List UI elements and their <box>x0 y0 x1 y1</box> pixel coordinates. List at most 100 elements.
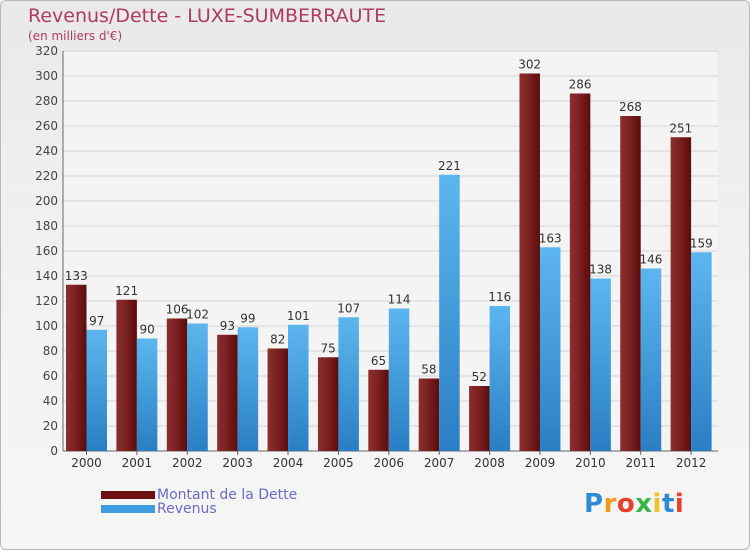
legend-swatch-dette <box>101 491 155 499</box>
bar-revenus <box>86 329 107 451</box>
bar-dette <box>519 73 540 451</box>
bar-dette <box>469 386 490 451</box>
data-label: 99 <box>240 311 255 325</box>
bar-revenus <box>640 268 662 451</box>
bar-dette <box>317 357 339 451</box>
data-label: 114 <box>388 293 411 307</box>
y-tick-label: 320 <box>35 44 58 58</box>
y-tick-label: 0 <box>50 444 58 458</box>
data-label: 302 <box>518 58 541 72</box>
y-tick-label: 260 <box>35 119 58 133</box>
logo-letter: t <box>661 489 675 519</box>
bar-dette <box>166 318 188 451</box>
bar-revenus <box>439 174 460 451</box>
x-tick-label: 2010 <box>575 456 606 470</box>
y-tick-label: 120 <box>35 294 58 308</box>
logo-letter: P <box>584 489 604 519</box>
x-tick-label: 2011 <box>625 456 656 470</box>
chart-title: Revenus/Dette - LUXE-SUMBERRAUTE <box>28 5 387 27</box>
bar-revenus <box>539 247 561 451</box>
data-label: 146 <box>640 253 663 267</box>
legend-swatch-revenus <box>101 505 155 513</box>
y-tick-label: 200 <box>35 194 58 208</box>
y-tick-label: 180 <box>35 219 58 233</box>
data-label: 286 <box>569 78 592 92</box>
x-tick-label: 2006 <box>374 456 405 470</box>
data-label: 75 <box>321 341 336 355</box>
bar-dette <box>267 348 289 451</box>
data-label: 163 <box>539 231 562 245</box>
x-tick-label: 2003 <box>222 456 253 470</box>
data-label: 221 <box>438 159 461 173</box>
x-tick-label: 2002 <box>172 456 203 470</box>
bar-revenus <box>590 278 611 451</box>
data-label: 97 <box>89 314 104 328</box>
bar-revenus <box>288 324 309 451</box>
data-label: 138 <box>589 263 612 277</box>
y-tick-label: 220 <box>35 169 58 183</box>
y-tick-label: 140 <box>35 269 58 283</box>
bar-revenus <box>489 306 511 451</box>
bar-revenus <box>691 252 712 451</box>
legend-item-revenus: Revenus <box>101 502 297 516</box>
data-label: 116 <box>488 290 511 304</box>
y-tick-label: 160 <box>35 244 58 258</box>
data-label: 82 <box>270 333 285 347</box>
data-label: 121 <box>115 284 138 298</box>
bar-revenus <box>338 317 359 451</box>
y-tick-label: 60 <box>43 369 58 383</box>
bar-revenus <box>187 323 208 451</box>
y-tick-label: 280 <box>35 94 58 108</box>
x-tick-label: 2005 <box>323 456 354 470</box>
x-tick-label: 2008 <box>474 456 505 470</box>
data-label: 58 <box>421 363 436 377</box>
y-tick-label: 100 <box>35 319 58 333</box>
bar-dette <box>620 116 641 451</box>
bar-revenus <box>388 308 410 451</box>
data-label: 159 <box>690 236 713 250</box>
x-tick-label: 2000 <box>71 456 102 470</box>
data-label: 133 <box>65 269 88 283</box>
y-tick-label: 20 <box>43 419 58 433</box>
data-label: 65 <box>371 354 386 368</box>
logo-letter: r <box>603 489 617 519</box>
bar-dette <box>368 369 389 451</box>
x-tick-label: 2009 <box>525 456 556 470</box>
data-label: 106 <box>166 303 189 317</box>
bar-dette <box>66 284 87 451</box>
logo-letter: x <box>635 489 653 519</box>
legend-item-dette: Montant de la Dette <box>101 488 297 502</box>
data-label: 52 <box>472 370 487 384</box>
x-tick-label: 2001 <box>122 456 153 470</box>
logo-letter: i <box>674 489 685 519</box>
x-tick-label: 2012 <box>676 456 707 470</box>
bar-dette <box>217 334 238 451</box>
x-tick-label: 2004 <box>273 456 304 470</box>
x-tick-label: 2007 <box>424 456 455 470</box>
y-tick-label: 80 <box>43 344 58 358</box>
y-tick-label: 40 <box>43 394 58 408</box>
logo-letter: o <box>616 489 636 519</box>
logo-letter: i <box>652 489 662 519</box>
y-tick-label: 300 <box>35 69 58 83</box>
data-label: 107 <box>337 301 360 315</box>
chart-subtitle: (en milliers d'€) <box>28 29 123 43</box>
y-tick-label: 240 <box>35 144 58 158</box>
legend: Montant de la Dette Revenus <box>101 488 297 516</box>
bar-revenus <box>237 327 259 451</box>
bar-dette <box>569 93 591 451</box>
bar-revenus <box>136 338 158 451</box>
data-label: 251 <box>669 121 692 135</box>
data-label: 101 <box>287 309 310 323</box>
data-label: 93 <box>220 319 235 333</box>
data-label: 90 <box>139 323 154 337</box>
data-label: 102 <box>186 308 209 322</box>
legend-label-dette: Montant de la Dette <box>157 487 298 503</box>
bar-dette <box>670 137 692 451</box>
proxiti-logo: Proxiti <box>584 489 684 519</box>
data-label: 268 <box>619 100 642 114</box>
bar-dette <box>418 378 440 451</box>
legend-label-revenus: Revenus <box>157 501 217 517</box>
